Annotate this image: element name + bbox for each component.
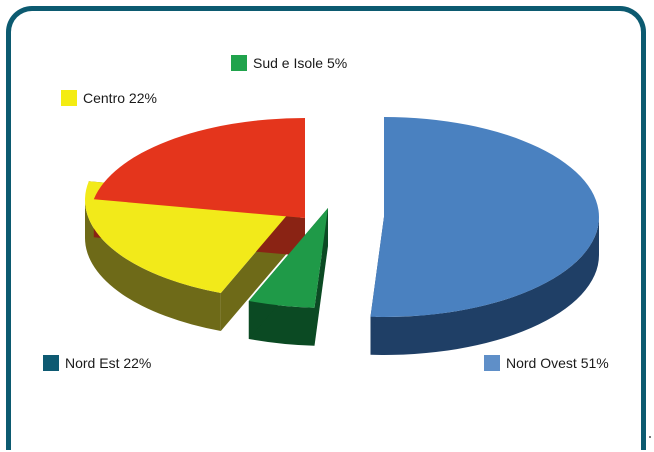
legend-swatch-centro (61, 90, 77, 106)
pie-slice-nord-est (93, 118, 305, 218)
legend-item-centro: Centro 22% (61, 90, 157, 106)
legend-label-sud-e-isole: Sud e Isole 5% (253, 55, 348, 71)
legend-label-nord-ovest: Nord Ovest 51% (506, 355, 609, 371)
pie-side-nord-ovest (370, 217, 599, 355)
legend-swatch-nord-ovest (484, 355, 500, 371)
legend-label-centro: Centro 22% (83, 90, 157, 106)
legend-swatch-sud-e-isole (231, 55, 247, 71)
legend-item-sud-e-isole: Sud e Isole 5% (231, 55, 347, 71)
legend-swatch-nord-est (43, 355, 59, 371)
corner-mark (649, 436, 651, 438)
pie-slice-nord-ovest (370, 116, 600, 317)
legend-item-nord-est: Nord Est 22% (43, 355, 151, 371)
legend-item-nord-ovest: Nord Ovest 51% (484, 355, 609, 371)
pie-side-centro (84, 200, 221, 331)
pie-slice-sud-e-isole (248, 208, 328, 308)
legend-label-nord-est: Nord Est 22% (65, 355, 152, 371)
pie-top-faces (85, 116, 600, 317)
